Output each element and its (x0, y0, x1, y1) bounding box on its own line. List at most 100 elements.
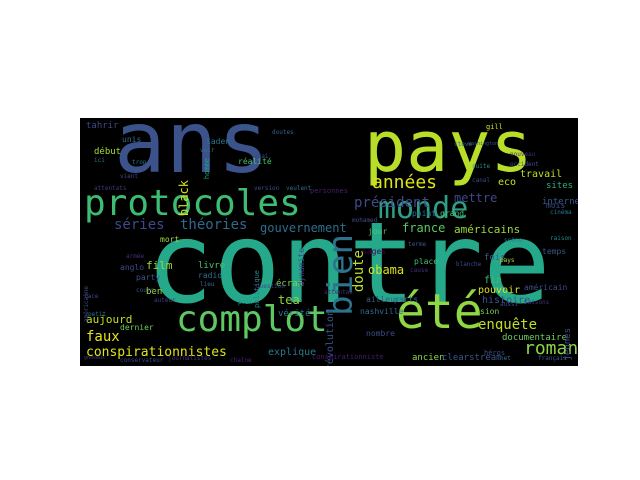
word-doute: doute (351, 250, 367, 293)
word-ailleurs: ailleurs (366, 295, 405, 304)
word-nombre: nombre (366, 329, 395, 338)
word-attentat: attentat (324, 289, 353, 296)
word-washington: washington (468, 141, 499, 147)
word-nashville: nashville (360, 307, 404, 316)
word-fois: fois (484, 253, 506, 263)
word-aussi: aussi (500, 301, 519, 308)
word-radio: radio (198, 271, 223, 280)
word-ancien: ancien (412, 353, 445, 363)
word-president: président (354, 195, 430, 211)
word-realite: réalité (238, 157, 272, 166)
word-pouvoir: pouvoir (478, 285, 521, 296)
word-livre: livre (198, 261, 226, 271)
word-steve: steve (454, 141, 473, 148)
word-annees: années (372, 172, 438, 193)
word-dynamite: dynamite (297, 248, 306, 287)
word-americain: américain (524, 283, 568, 292)
word-france: france (402, 221, 446, 235)
word-ben: ben (146, 287, 163, 297)
word-mettre: mettre (454, 191, 498, 205)
word-laden: laden (206, 137, 231, 146)
word-series: séries (114, 217, 165, 233)
word-internet: internet (542, 197, 578, 207)
word-mort: mort (160, 235, 180, 244)
word-cours: cours (136, 287, 155, 294)
word-histoire: histoire (482, 295, 531, 306)
word-raison: raison (550, 235, 572, 242)
word-chaine: chaîne (230, 357, 252, 364)
word-cinema: cinéma (550, 209, 572, 216)
word-place: place (414, 257, 439, 266)
word-ecran: écran (276, 279, 304, 289)
word-aujourd: aujourd (86, 313, 133, 326)
word-personnes: personnes (310, 187, 348, 195)
word-americains: américains (454, 223, 521, 236)
word-enquete: enquête (478, 317, 538, 333)
word-vrai: vrai (254, 153, 269, 160)
word-mois: mois (546, 201, 566, 210)
word-trop: trop (132, 159, 147, 166)
word-theories: théories (180, 217, 248, 233)
word-mohamed: mohamed (352, 217, 378, 224)
word-cause: cause (410, 267, 429, 274)
word-explique: explique (268, 347, 317, 358)
word-lieu: lieu (200, 281, 215, 288)
word-heros: héros (484, 349, 506, 357)
word-occident: occident (510, 161, 539, 168)
word-tea: tea (278, 293, 300, 307)
word-scene: scène (504, 237, 523, 244)
word-jour: jour (368, 227, 388, 236)
word-dernier: dernier (120, 323, 154, 332)
word-debut: début (94, 147, 122, 157)
word-contre: contre (146, 199, 551, 329)
word-gouvernement: gouvernement (260, 221, 347, 235)
word-ans: ans (114, 118, 270, 193)
word-parts: parts (394, 295, 419, 304)
word-anglo: anglo (120, 263, 145, 272)
word-homme: homme (203, 158, 211, 180)
word-pays: pays (500, 257, 515, 264)
word-temps: temps (542, 247, 567, 256)
word-gill: gill (486, 123, 503, 131)
word-saisons: saisons (524, 299, 550, 306)
word-protocoles: protocoles (84, 183, 301, 224)
word-doutes: doutes (272, 129, 294, 136)
word-documentaire: documentaire (502, 333, 568, 343)
word-face: face (84, 293, 99, 300)
word-petit: petit (88, 311, 107, 318)
word-black: black (177, 180, 191, 217)
word-armee: armée (126, 253, 145, 260)
word-faux: faux (86, 329, 120, 345)
word-pays: pays (364, 118, 533, 188)
word-sages: sages (362, 247, 387, 256)
word-film: film (146, 259, 173, 272)
word-obama: obama (368, 263, 405, 277)
word-clearstream: clearstream (442, 353, 502, 363)
word-travail: travail (520, 169, 563, 180)
word-gnoseux: gnoseux (84, 355, 106, 361)
word-party: party (136, 273, 161, 282)
word-prix: prix (238, 299, 253, 306)
word-fin: fin (484, 275, 503, 286)
word-blanche: blanche (456, 261, 482, 268)
word-tahrir: tahrir (86, 121, 119, 131)
word-ete: été (396, 284, 483, 340)
word-conservateur: conservateur (120, 357, 164, 364)
word-eco: eco (498, 177, 517, 188)
word-ici: ici (94, 157, 105, 164)
word-verite: vérité (278, 309, 311, 319)
word-veulent: veulent (286, 185, 312, 192)
word-question: question (256, 283, 285, 290)
word-voir: voir (200, 147, 215, 154)
word-point: point (412, 209, 437, 218)
word-auteur: auteur (154, 297, 176, 304)
word-sites: sites (546, 181, 574, 191)
word-monde: monde (378, 191, 469, 226)
word-roman: roman (524, 338, 578, 359)
word-grand: grand (440, 209, 465, 218)
word-net: net (500, 355, 511, 362)
word-suite: suite (472, 163, 491, 170)
word-attentats: attentats (94, 185, 127, 192)
word-unis: unis (122, 135, 142, 144)
